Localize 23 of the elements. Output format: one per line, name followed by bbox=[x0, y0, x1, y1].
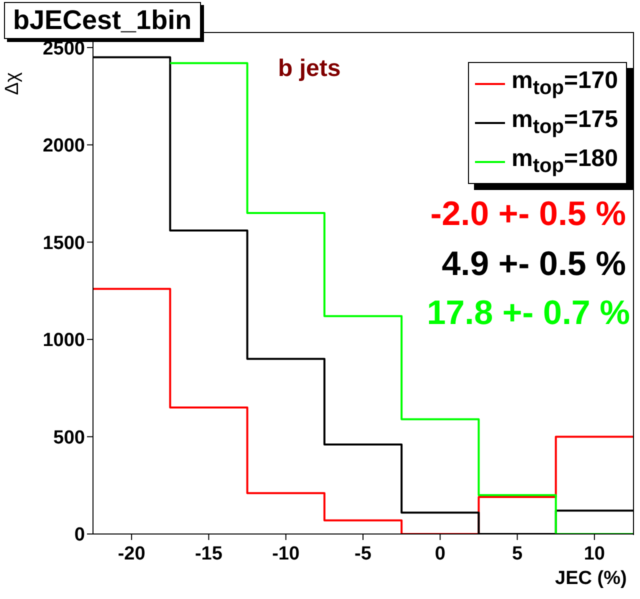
y-tick-label: 500 bbox=[53, 427, 85, 448]
legend-label: m$_{top}$=175 bbox=[512, 104, 618, 140]
y-tick-label: 1000 bbox=[42, 330, 85, 352]
x-tick-label: 5 bbox=[512, 543, 523, 564]
y-tick-label: 2000 bbox=[42, 136, 85, 157]
x-axis-title: JEC (%) bbox=[555, 568, 627, 590]
x-tick-label: -15 bbox=[194, 543, 223, 564]
y-tick-label: 2500 bbox=[42, 38, 85, 60]
x-tick-label: 0 bbox=[434, 543, 446, 564]
y-tick-label: 1500 bbox=[42, 232, 85, 254]
y-axis-title: Δχ bbox=[2, 72, 24, 95]
chart-title: bJECest_1bin bbox=[4, 2, 201, 39]
x-tick-label: -10 bbox=[272, 543, 300, 564]
annotation: 4.9 +- 0.5 % bbox=[442, 245, 626, 284]
annotation: -2.0 +- 0.5 % bbox=[430, 195, 626, 234]
x-tick-label: -5 bbox=[354, 543, 372, 564]
annotation: 17.8 +- 0.7 % bbox=[426, 294, 630, 333]
legend-label: m$_{top}$=170 bbox=[512, 66, 618, 101]
annotation: b jets bbox=[278, 55, 341, 83]
y-tick-label: 0 bbox=[74, 524, 85, 546]
x-tick-label: -20 bbox=[118, 543, 146, 564]
x-tick-label: 10 bbox=[584, 543, 605, 564]
legend-label: m$_{top}$=180 bbox=[512, 144, 618, 178]
